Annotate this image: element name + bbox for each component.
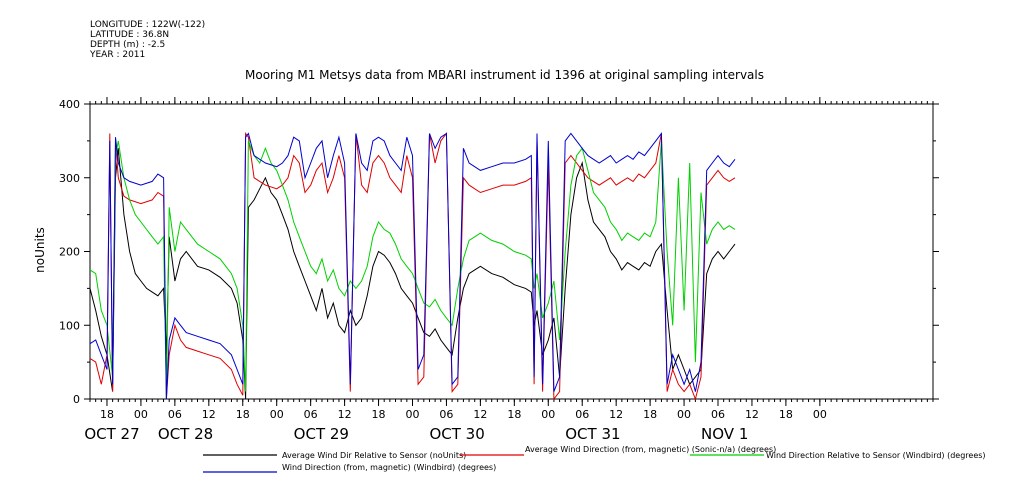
x-tick-label: 12 — [338, 408, 352, 421]
x-tick-label: 06 — [304, 408, 318, 421]
x-tick-label: 00 — [541, 408, 555, 421]
x-tick-label: 00 — [270, 408, 284, 421]
x-tick-label: 12 — [473, 408, 487, 421]
day-label: OCT 28 — [158, 425, 213, 443]
x-tick-label: 00 — [134, 408, 148, 421]
axis-labels: 0 100 200 300 400 18 00 06 12 18 00 06 12 18 00 06 12 18 0… — [59, 98, 827, 443]
day-label: OCT 31 — [565, 425, 620, 443]
series-line-3 — [89, 140, 736, 400]
y-tick-label: 200 — [59, 246, 80, 259]
legend-label-4: Wind Direction (from, magnetic) (Windbir… — [282, 463, 496, 472]
x-tick-label: 00 — [405, 408, 419, 421]
plot-frame — [89, 103, 934, 400]
latitude-label: LATITUDE : 36.8N — [90, 30, 170, 40]
y-tick-label: 0 — [73, 393, 80, 406]
x-tick-label: 12 — [609, 408, 623, 421]
x-tick-label: 18 — [507, 408, 521, 421]
x-tick-label: 18 — [779, 408, 793, 421]
chart-title: Mooring M1 Metsys data from MBARI instru… — [245, 68, 764, 82]
x-tick-label: 06 — [575, 408, 589, 421]
x-tick-label: 06 — [711, 408, 725, 421]
x-tick-label: 06 — [439, 408, 453, 421]
legend-label-1: Average Wind Dir Relative to Sensor (noU… — [282, 451, 466, 460]
x-tick-label: 00 — [813, 408, 827, 421]
y-tick-label: 400 — [59, 98, 80, 111]
year-label: YEAR : 2011 — [90, 50, 146, 60]
day-label: OCT 30 — [429, 425, 484, 443]
x-tick-label: 00 — [677, 408, 691, 421]
day-label: OCT 29 — [294, 425, 349, 443]
x-tick-label: 12 — [745, 408, 759, 421]
x-tick-label: 18 — [100, 408, 114, 421]
day-label: NOV 1 — [701, 425, 748, 443]
grid-and-axes — [84, 97, 939, 406]
series-lines — [89, 132, 736, 401]
day-label: OCT 27 — [84, 425, 139, 443]
depth-label: DEPTH (m) : -2.5 — [90, 40, 166, 50]
y-axis-label: noUnits — [33, 227, 47, 273]
series-line-4 — [89, 132, 736, 400]
x-tick-label: 18 — [643, 408, 657, 421]
y-tick-label: 100 — [59, 319, 80, 332]
x-tick-label: 12 — [202, 408, 216, 421]
location-metadata: LONGITUDE : 122W(-122) LATITUDE : 36.8N … — [90, 20, 205, 60]
x-tick-label: 18 — [372, 408, 386, 421]
longitude-label: LONGITUDE : 122W(-122) — [90, 20, 206, 30]
x-tick-label: 18 — [236, 408, 250, 421]
legend-label-3: Wind Direction Relative to Sensor (Windb… — [766, 451, 986, 460]
legend: Average Wind Dir Relative to Sensor (noU… — [203, 445, 986, 473]
x-tick-label: 06 — [168, 408, 182, 421]
y-tick-label: 300 — [59, 172, 80, 185]
legend-label-2: Average Wind Direction (from, magnetic) … — [525, 445, 776, 454]
series-line-1 — [89, 148, 736, 400]
